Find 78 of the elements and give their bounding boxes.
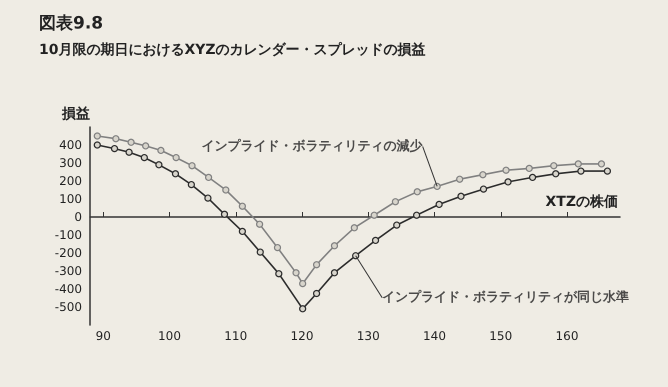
y-axis-title: 損益 xyxy=(61,106,90,122)
x-tick-label: 130 xyxy=(356,329,380,343)
point xyxy=(256,220,264,228)
point xyxy=(125,148,133,156)
point xyxy=(94,132,101,140)
y-tick-label: 0 xyxy=(74,210,82,224)
annotation: インプライド・ボラティリティの減少 xyxy=(202,138,424,154)
point xyxy=(274,244,282,252)
point xyxy=(574,160,582,168)
point xyxy=(528,174,536,181)
annotation: インプライド・ボラティリティが同じ水準 xyxy=(382,289,630,306)
point xyxy=(598,160,606,168)
point xyxy=(112,135,120,142)
x-tick-label: 160 xyxy=(556,329,578,343)
y-tick-label: -500 xyxy=(54,300,82,314)
point xyxy=(238,228,246,235)
point xyxy=(457,192,465,200)
point xyxy=(480,186,488,193)
x-tick-label: 120 xyxy=(290,329,314,343)
point xyxy=(413,212,420,219)
point xyxy=(312,261,320,268)
point xyxy=(188,181,195,188)
y-tick-label: -100 xyxy=(54,228,82,242)
point xyxy=(330,269,338,276)
point xyxy=(220,210,228,218)
y-tick-label: 200 xyxy=(59,174,82,188)
point xyxy=(456,176,464,183)
y-tick-label: 400 xyxy=(59,138,82,152)
chart-subtitle: 10月限の期日におけるXYZのカレンダー・スプレッドの損益 xyxy=(39,41,426,58)
y-tick-label: 100 xyxy=(59,192,82,206)
y-tick-label: -300 xyxy=(54,264,82,278)
point xyxy=(172,154,180,162)
x-tick-label: 110 xyxy=(224,329,248,343)
point xyxy=(312,290,320,298)
point xyxy=(370,212,378,219)
point xyxy=(222,186,230,194)
point xyxy=(604,168,612,175)
point xyxy=(299,280,306,288)
x-tick-label: 100 xyxy=(158,329,181,343)
point xyxy=(94,141,101,149)
point xyxy=(275,270,282,278)
point xyxy=(299,305,306,312)
point xyxy=(292,269,300,276)
point xyxy=(350,224,358,232)
point xyxy=(140,154,148,162)
point xyxy=(392,198,400,206)
point xyxy=(414,188,421,196)
y-tick-label: -400 xyxy=(54,282,82,296)
point xyxy=(204,174,212,181)
point xyxy=(155,161,162,168)
point xyxy=(142,142,150,150)
x-tick-label: 90 xyxy=(96,329,111,343)
point xyxy=(330,242,338,250)
point xyxy=(504,178,512,186)
point xyxy=(256,248,264,256)
point xyxy=(172,170,180,178)
point xyxy=(157,146,164,154)
point xyxy=(526,164,533,172)
point xyxy=(110,145,118,152)
point xyxy=(204,194,212,202)
x-tick-label: 150 xyxy=(489,329,512,343)
y-tick-label: -200 xyxy=(54,246,82,260)
x-axis-title: XTZの株価 xyxy=(546,194,618,210)
point xyxy=(479,171,486,178)
point xyxy=(352,252,360,260)
point xyxy=(550,162,558,170)
point xyxy=(436,200,443,208)
y-tick-label: 300 xyxy=(59,156,82,170)
x-tick-label: 140 xyxy=(423,329,446,343)
chart-title: 図表9.8 xyxy=(39,14,104,34)
point xyxy=(372,236,380,244)
point xyxy=(552,170,560,178)
point xyxy=(188,162,196,170)
point xyxy=(238,202,246,210)
point xyxy=(393,222,400,229)
point xyxy=(502,166,510,174)
point xyxy=(127,138,135,146)
point xyxy=(577,168,585,175)
